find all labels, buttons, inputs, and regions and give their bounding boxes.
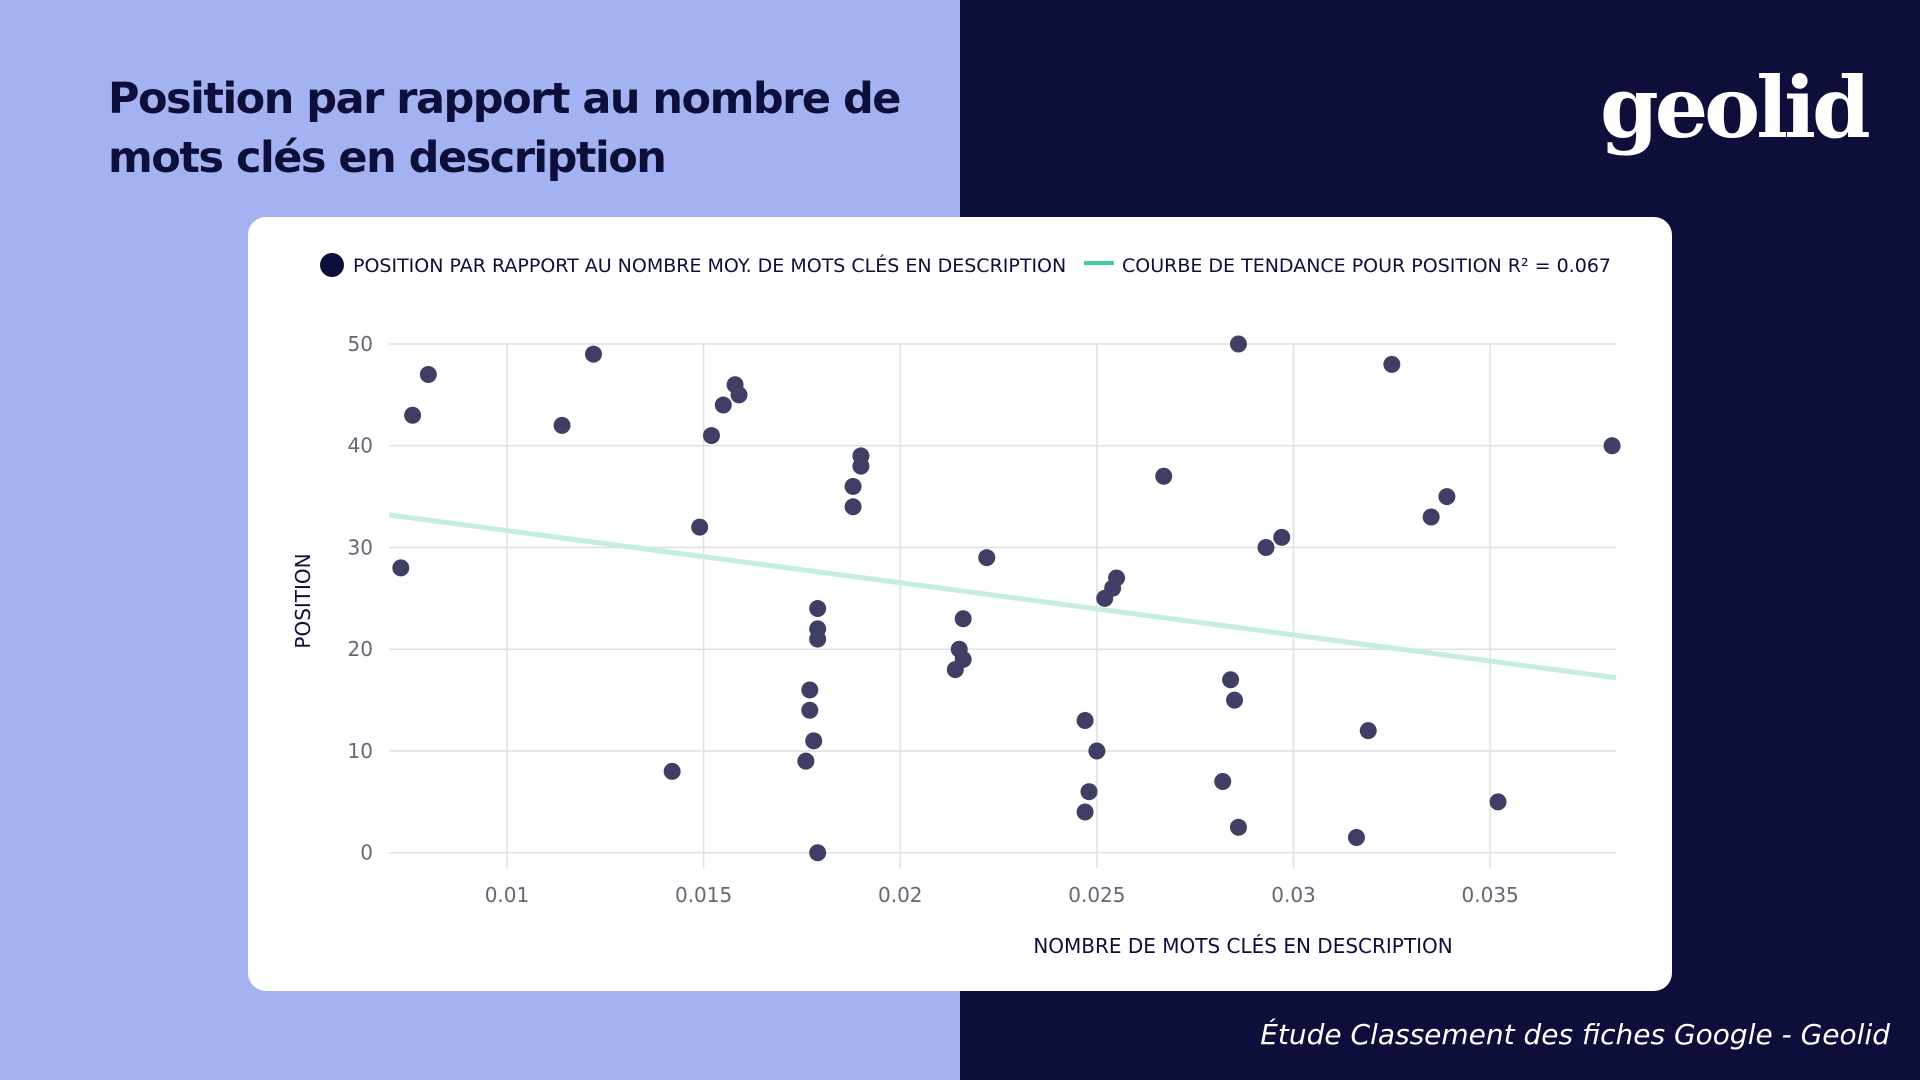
data-point — [1080, 783, 1098, 801]
data-point — [1108, 569, 1126, 587]
data-point — [1489, 793, 1507, 811]
legend-label-points: POSITION PAR RAPPORT AU NOMBRE MOY. DE M… — [353, 254, 1066, 277]
chart-card: 0 10 20 30 40 50 0.01 0.015 0.02 0.025 0.03 0.035 P… — [248, 217, 1672, 991]
data-point — [1257, 538, 1275, 556]
legend-marker-points — [320, 253, 344, 277]
y-axis-label: POSITION — [291, 553, 315, 648]
data-point — [852, 457, 870, 475]
x-tick-label: 0.01 — [485, 883, 530, 907]
data-point — [1222, 671, 1240, 689]
data-point — [1155, 467, 1173, 485]
geolid-logo: geolid — [1600, 58, 1871, 157]
x-tick-label: 0.015 — [675, 883, 732, 907]
legend: POSITION PAR RAPPORT AU NOMBRE MOY. DE M… — [320, 253, 1611, 277]
y-tick-label: 10 — [348, 739, 373, 763]
data-point — [844, 498, 862, 516]
data-point — [585, 345, 602, 363]
y-tick-label: 40 — [348, 434, 373, 458]
data-point — [954, 610, 972, 628]
data-point — [954, 650, 972, 668]
data-point — [702, 427, 720, 445]
x-axis-label: NOMBRE DE MOTS CLÉS EN DESCRIPTION — [1033, 934, 1452, 958]
data-point — [1076, 711, 1094, 729]
data-points — [392, 335, 1621, 862]
data-point — [691, 518, 709, 536]
trend-line — [388, 512, 1617, 681]
footer-credit: Étude Classement des fiches Google - Geo… — [1260, 1018, 1890, 1051]
data-point — [730, 386, 748, 404]
data-point — [801, 681, 819, 699]
y-tick-label: 30 — [348, 535, 373, 559]
data-point — [978, 549, 996, 567]
data-point — [797, 752, 815, 770]
data-point — [404, 406, 422, 424]
data-point — [809, 630, 827, 648]
data-point — [1422, 508, 1440, 526]
data-point — [1088, 742, 1106, 760]
y-tick-label: 20 — [348, 637, 373, 661]
y-tick-label: 0 — [360, 841, 373, 865]
data-point — [805, 732, 823, 750]
grid-lines — [389, 343, 1616, 868]
scatter-chart: 0 10 20 30 40 50 0.01 0.015 0.02 0.025 0.03 0.035 P… — [291, 253, 1621, 958]
data-point — [1076, 803, 1094, 821]
x-tick-label: 0.025 — [1068, 883, 1125, 907]
data-point — [1214, 773, 1232, 791]
data-point — [714, 396, 732, 414]
x-tick-label: 0.02 — [878, 883, 923, 907]
data-point — [809, 600, 827, 618]
x-tick-label: 0.03 — [1271, 883, 1316, 907]
y-tick-label: 50 — [348, 332, 373, 356]
data-point — [801, 701, 819, 719]
data-point — [1229, 335, 1247, 353]
legend-label-trend: COURBE DE TENDANCE POUR POSITION R² = 0.… — [1122, 255, 1611, 277]
trend-line-layer — [388, 512, 1617, 681]
data-point — [1359, 722, 1377, 740]
data-point — [553, 416, 571, 434]
data-point — [1347, 828, 1365, 846]
data-point — [1229, 818, 1247, 836]
data-point — [392, 559, 410, 577]
page-title: Position par rapport au nombre de mots c… — [108, 74, 901, 183]
data-point — [809, 844, 827, 862]
data-point — [663, 762, 681, 780]
data-point — [1226, 691, 1244, 709]
axis-ticks: 0 10 20 30 40 50 0.01 0.015 0.02 0.025 0.03 0.035 — [348, 332, 1519, 907]
data-point — [1273, 528, 1291, 546]
data-point — [1383, 355, 1401, 373]
data-point — [1603, 437, 1621, 455]
data-point — [1438, 488, 1456, 506]
data-point — [419, 366, 437, 384]
data-point — [844, 477, 862, 495]
x-tick-label: 0.035 — [1462, 883, 1519, 907]
